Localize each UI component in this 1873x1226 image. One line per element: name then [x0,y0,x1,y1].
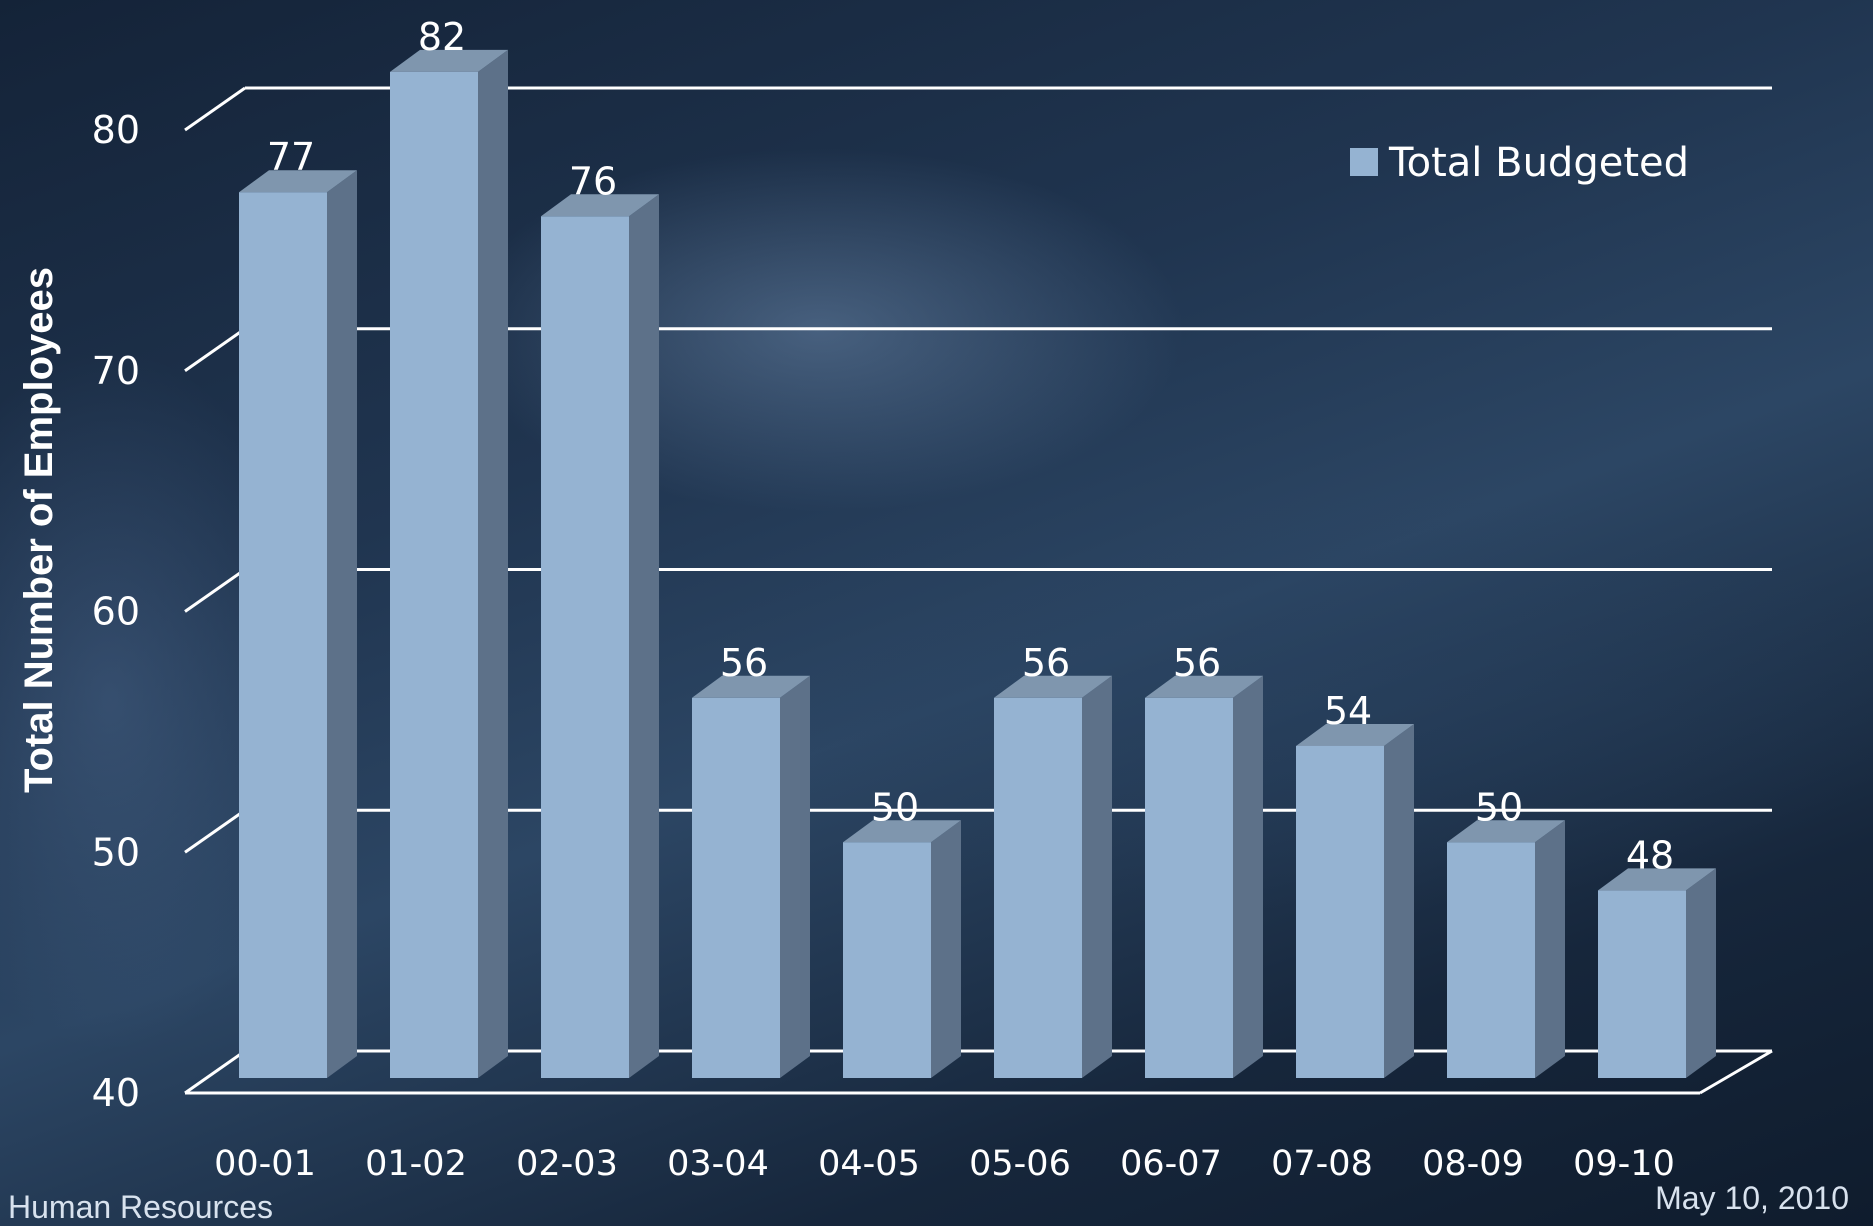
data-label: 50 [871,785,919,829]
data-label: 56 [1173,641,1221,685]
bar-09-10 [1598,868,1716,1078]
bars [239,49,1716,1079]
bar-side [327,170,357,1079]
data-labels: 77 82 76 56 50 56 56 54 50 48 [267,15,1674,878]
x-tick-label: 07-08 [1271,1144,1373,1184]
footer-organization: Human Resources [8,1189,273,1225]
bar-front [239,192,327,1079]
x-tick-label: 04-05 [818,1144,920,1184]
x-tick-label: 02-03 [516,1144,618,1184]
y-tick-label: 70 [92,349,140,393]
bar-side [1686,868,1716,1078]
bar-06-07 [1145,675,1263,1078]
legend: Total Budgeted [1350,140,1689,186]
data-label: 77 [267,135,315,179]
legend-label: Total Budgeted [1388,140,1689,186]
y-tick-label: 50 [92,830,140,874]
data-label: 56 [1022,641,1070,685]
x-tick-label: 00-01 [214,1144,316,1184]
y-tick-label: 80 [92,108,140,152]
bar-top [1447,820,1565,843]
bar-front [843,842,931,1078]
bar-04-05 [843,820,961,1078]
bar-top [541,194,659,217]
bar-08-09 [1447,820,1565,1078]
bar-side [1384,723,1414,1078]
bar-07-08 [1296,723,1414,1078]
bar-side [780,675,810,1078]
bar-front [692,697,780,1078]
bar-top [239,170,357,193]
bar-top [390,49,508,72]
bar-side [478,49,508,1079]
bar-top [1296,723,1414,746]
bar-front [1598,890,1686,1078]
bar-side [1233,675,1263,1078]
bar-top [994,675,1112,698]
y-tick-label: 40 [92,1071,140,1115]
data-label: 54 [1324,689,1372,733]
footer-date: May 10, 2010 [1655,1180,1849,1216]
bar-03-04 [692,675,810,1078]
bar-05-06 [994,675,1112,1078]
bar-01-02 [390,49,508,1079]
bar-side [931,820,961,1078]
x-tick-label: 01-02 [365,1144,467,1184]
bar-front [1296,745,1384,1078]
bar-front [541,216,629,1079]
y-axis-title: Total Number of Employees [17,267,61,793]
bar-00-01 [239,170,357,1079]
data-label: 56 [720,641,768,685]
bar-side [1535,820,1565,1078]
bar-front [1145,697,1233,1078]
y-tick-label: 60 [92,590,140,634]
bar-side [629,194,659,1079]
data-label: 50 [1475,785,1523,829]
bar-front [390,71,478,1079]
bar-side [1082,675,1112,1078]
bar-top [1145,675,1263,698]
bar-front [1447,842,1535,1078]
x-tick-label: 03-04 [667,1144,769,1184]
bar-02-03 [541,194,659,1079]
x-axis-categories: 00-01 01-02 02-03 03-04 04-05 05-06 06-07 07-08… [214,1144,1675,1184]
bar-front [994,697,1082,1078]
bar-top [1598,868,1716,891]
data-label: 82 [418,15,466,59]
x-tick-label: 08-09 [1422,1144,1524,1184]
bar-top [692,675,810,698]
y-axis-ticks: 40 50 60 70 80 [92,108,140,1115]
legend-swatch [1350,148,1378,176]
x-tick-label: 09-10 [1573,1144,1675,1184]
bar-top [843,820,961,843]
x-tick-label: 05-06 [969,1144,1071,1184]
data-label: 76 [569,159,617,203]
data-label: 48 [1626,833,1674,877]
x-tick-label: 06-07 [1120,1144,1222,1184]
